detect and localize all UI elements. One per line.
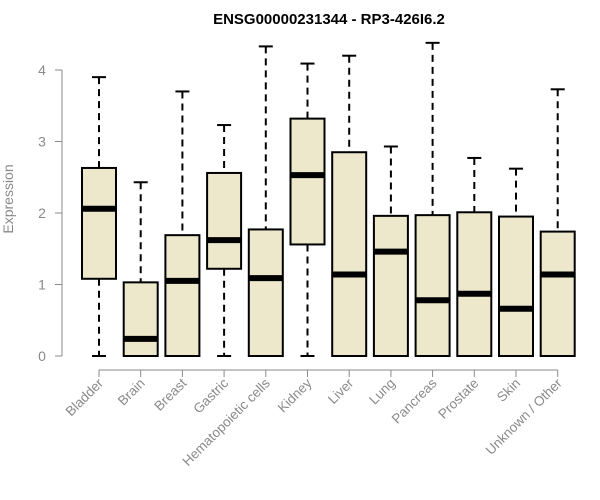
y-tick-label: 2 (38, 205, 46, 221)
x-tick-label: Skin (494, 376, 523, 405)
x-tick-label: Brain (115, 376, 148, 409)
x-tick-label: Lung (366, 376, 398, 408)
x-tick-label: Liver (325, 375, 357, 407)
iqr-box (81, 166, 117, 280)
iqr-box (122, 281, 159, 358)
box-liver (331, 54, 368, 357)
x-tick-label: Bladder (63, 375, 107, 419)
box-brain (122, 181, 159, 358)
iqr-box (164, 234, 201, 357)
box-bladder (81, 76, 117, 357)
iqr-box (247, 228, 284, 358)
iqr-box (206, 171, 243, 270)
y-axis: 0 1 2 3 4 (38, 62, 63, 364)
x-tick-label: Unknown / Other (483, 375, 566, 458)
chart-title: ENSG00000231344 - RP3-426I6.2 (213, 11, 445, 28)
iqr-box (289, 117, 326, 246)
x-tick-label: Prostate (435, 376, 481, 422)
y-tick-label: 1 (38, 277, 46, 293)
iqr-box (498, 215, 534, 357)
x-tick-label: Breast (151, 375, 189, 413)
iqr-box (539, 230, 576, 357)
box-skin (498, 167, 534, 357)
boxes-group (81, 41, 576, 358)
box-hematopoietic-cells (247, 45, 284, 358)
x-tick-label: Pancreas (389, 375, 440, 426)
box-prostate (456, 156, 493, 357)
box-pancreas (414, 41, 451, 357)
box-gastric (206, 124, 243, 357)
box-lung (372, 145, 409, 357)
y-axis-label: Expression (0, 164, 16, 233)
y-tick-label: 4 (38, 62, 46, 78)
iqr-box (331, 151, 368, 357)
y-tick-label: 3 (38, 134, 46, 150)
iqr-box (372, 214, 409, 357)
box-breast (164, 90, 201, 357)
iqr-box (456, 211, 493, 357)
iqr-box (414, 214, 451, 357)
x-tick-label: Kidney (275, 375, 315, 415)
x-tick-label: Gastric (190, 375, 231, 416)
box-unknown-other (539, 88, 576, 357)
box-kidney (289, 62, 326, 357)
y-tick-label: 0 (38, 348, 46, 364)
